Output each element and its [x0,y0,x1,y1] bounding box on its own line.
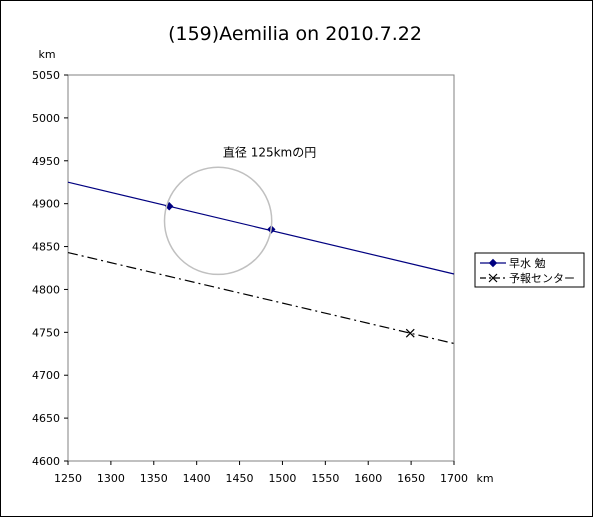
x-tick-label: 1350 [140,472,168,485]
chart-title: (159)Aemilia on 2010.7.22 [168,23,422,45]
y-tick-label: 4850 [32,241,60,254]
series-2 [67,251,455,345]
x-tick-label: 1300 [97,472,125,485]
y-tick-label: 4650 [32,412,60,425]
y-tick-label: 4700 [32,369,60,382]
y-tick-label: 5050 [32,69,60,82]
y-tick-label: 4800 [32,283,60,296]
x-tick-label: 1550 [311,472,339,485]
diameter-circle [163,166,273,276]
x-tick-label: 1450 [226,472,254,485]
legend-marker [488,273,498,283]
legend-box [474,252,585,288]
y-tick-label: 4950 [32,155,60,168]
series-line [67,181,455,275]
annotation-text: 直径 125kmの円 [223,145,316,159]
x-axis-unit: km [476,472,493,485]
x-tick-label: 1600 [354,472,382,485]
plot-area [67,74,455,462]
y-axis-unit: km [38,48,55,61]
y-tick-label: 4750 [32,326,60,339]
annotation-layer: 直径 125kmの円 [163,145,316,276]
series-line [67,251,455,345]
x-tick-label: 1400 [183,472,211,485]
y-tick-label: 4900 [32,198,60,211]
legend-marker [488,258,498,268]
data-point [405,328,415,338]
x-tick-label: 1250 [54,472,82,485]
x-tick-label: 1650 [397,472,425,485]
y-tick-label: 4600 [32,455,60,468]
y-tick-label: 5000 [32,112,60,125]
y-axis: 4600 4650 4700 4750 4800 4850 4900 4950 5000 5050 [32,69,68,468]
x-axis: 1250 1300 1350 1400 1450 1500 1550 1600 1650 1700 [54,461,468,485]
x-tick-label: 1700 [440,472,468,485]
legend-label: 早水 勉 [509,256,546,270]
legend-label: 予報センター [509,272,575,285]
x-tick-label: 1500 [268,472,296,485]
